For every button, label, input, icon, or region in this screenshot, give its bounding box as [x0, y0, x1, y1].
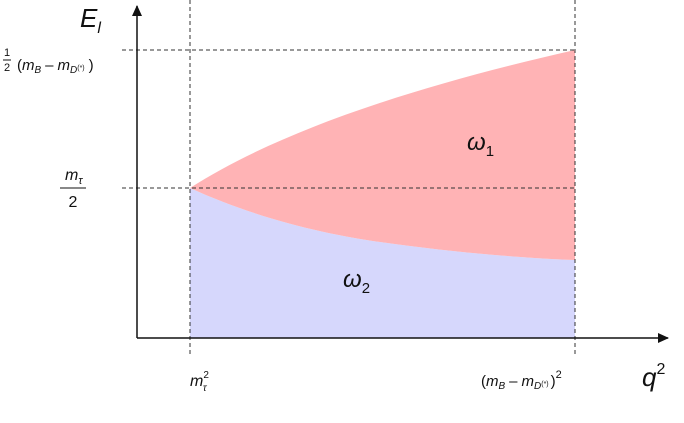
omega2-region: [190, 188, 575, 338]
x-axis-label: q2: [642, 361, 665, 392]
x-tick-left-label: m2 τ: [190, 370, 209, 394]
y-axis-label: El: [80, 3, 101, 37]
y-tick-middle-label: mτ 2: [60, 167, 86, 211]
svg-text:2: 2: [4, 62, 10, 74]
x-tick-right-label: (mB – mD(*))2: [481, 369, 562, 392]
svg-text:mτ: mτ: [65, 167, 83, 187]
omega1-label: ω1: [467, 129, 494, 160]
svg-text:(mB–mD(*)): (mB – mD(*)): [17, 57, 94, 76]
svg-text:1: 1: [4, 47, 10, 59]
svg-text:2: 2: [69, 194, 78, 211]
y-tick-upper-label: 1 2 (mB – mD(*)): [3, 47, 94, 76]
omega2-label: ω2: [343, 266, 370, 297]
omega1-region: [190, 50, 575, 260]
